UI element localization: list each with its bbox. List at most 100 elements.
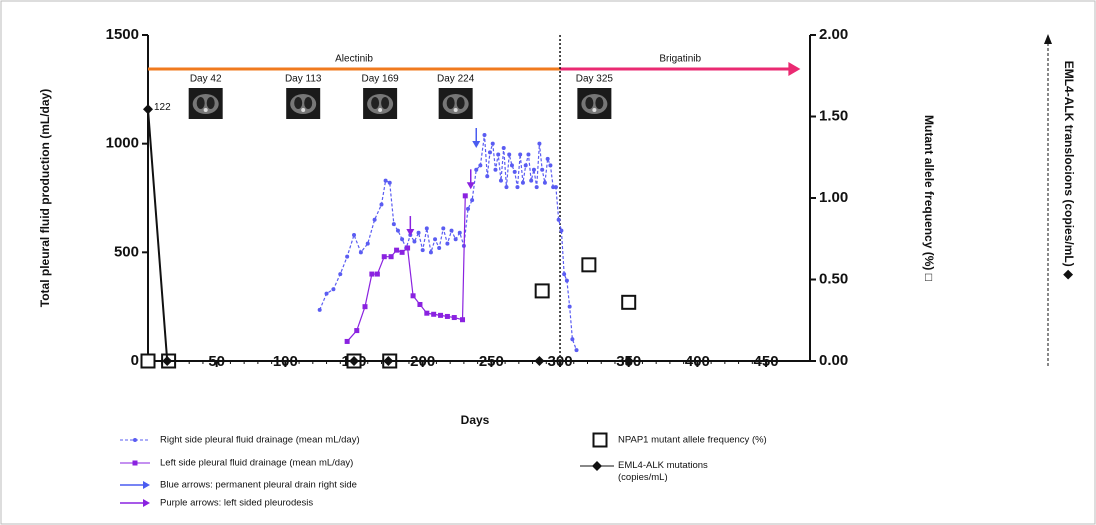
point bbox=[474, 167, 479, 172]
point bbox=[424, 226, 429, 231]
scan-lung bbox=[294, 97, 303, 109]
y-tick-label: 1500 bbox=[106, 26, 139, 43]
point bbox=[515, 185, 520, 190]
point bbox=[529, 178, 534, 183]
point bbox=[457, 230, 462, 235]
y2-tick-label: 2.00 bbox=[819, 26, 848, 43]
point bbox=[405, 245, 411, 251]
legend-marker bbox=[132, 460, 138, 466]
scan-lung bbox=[381, 97, 390, 109]
point bbox=[445, 241, 450, 246]
scan-lung bbox=[446, 97, 455, 109]
scan-spine bbox=[453, 108, 458, 112]
point bbox=[518, 152, 523, 157]
point bbox=[504, 185, 509, 190]
point bbox=[379, 202, 384, 207]
point bbox=[399, 249, 405, 255]
point bbox=[387, 180, 392, 185]
legend-marker bbox=[592, 461, 602, 471]
point bbox=[420, 248, 425, 253]
point bbox=[623, 356, 634, 366]
point bbox=[388, 254, 394, 260]
y3-axis-title: EML4-ALK translocions (copies/mL) ◆ bbox=[1062, 61, 1076, 280]
scan-spine bbox=[378, 108, 383, 112]
treatment-label: Alectinib bbox=[335, 54, 373, 65]
point bbox=[460, 317, 466, 323]
point bbox=[542, 180, 547, 185]
point bbox=[444, 313, 450, 319]
legend-label: Left side pleural fluid drainage (mean m… bbox=[160, 458, 353, 469]
scan-label: Day 224 bbox=[437, 74, 475, 85]
point bbox=[338, 272, 343, 277]
point bbox=[395, 228, 400, 233]
point bbox=[349, 356, 360, 366]
point bbox=[162, 356, 173, 366]
point bbox=[581, 257, 597, 273]
point bbox=[559, 228, 564, 233]
point bbox=[345, 254, 350, 259]
treatment-label: Brigatinib bbox=[659, 54, 701, 65]
point bbox=[383, 356, 394, 366]
scan-label: Day 325 bbox=[576, 74, 614, 85]
scan-lung bbox=[456, 97, 465, 109]
point bbox=[534, 356, 545, 366]
point bbox=[485, 174, 490, 179]
scan-label: Day 42 bbox=[190, 74, 222, 85]
legend-arrowhead bbox=[143, 499, 150, 507]
point bbox=[358, 250, 363, 255]
scan-lung bbox=[585, 97, 594, 109]
y2-tick-label: 1.00 bbox=[819, 189, 848, 206]
point bbox=[526, 152, 531, 157]
series-line bbox=[147, 109, 629, 362]
point bbox=[394, 247, 400, 253]
point bbox=[416, 230, 421, 235]
point bbox=[478, 163, 483, 168]
point bbox=[344, 338, 350, 344]
point bbox=[487, 150, 492, 155]
point bbox=[621, 294, 637, 310]
point bbox=[143, 104, 153, 115]
point bbox=[400, 237, 405, 242]
series-line bbox=[346, 195, 466, 342]
treatment-arrow bbox=[788, 62, 801, 76]
x-tick-label: 450 bbox=[754, 353, 779, 370]
point bbox=[374, 271, 380, 277]
point bbox=[570, 337, 575, 342]
annotation-arrowhead bbox=[466, 182, 475, 190]
point bbox=[369, 271, 375, 277]
y-tick-label: 0 bbox=[131, 352, 139, 369]
y2-tick-label: 0.50 bbox=[819, 270, 848, 287]
point bbox=[453, 237, 458, 242]
y3-axis-arrow bbox=[1044, 34, 1052, 44]
scan-lung bbox=[371, 97, 380, 109]
legend-label: Purple arrows: left sided pleurodesis bbox=[160, 498, 313, 509]
point bbox=[496, 152, 501, 157]
scan-spine bbox=[592, 108, 597, 112]
series-line bbox=[319, 134, 578, 351]
y2-axis-title: Mutant allele frequency (%) □ bbox=[922, 115, 936, 281]
point bbox=[381, 254, 387, 260]
point bbox=[540, 167, 545, 172]
point bbox=[352, 232, 357, 237]
point bbox=[548, 163, 553, 168]
scan-spine bbox=[301, 108, 306, 112]
scan-lung bbox=[196, 97, 205, 109]
scan-label: Day 113 bbox=[285, 74, 322, 85]
point bbox=[574, 348, 579, 353]
point bbox=[512, 169, 517, 174]
point bbox=[410, 293, 416, 299]
point bbox=[551, 185, 556, 190]
point bbox=[498, 178, 503, 183]
point bbox=[562, 272, 567, 277]
point bbox=[372, 217, 377, 222]
point bbox=[470, 198, 475, 203]
annotation-arrowhead bbox=[472, 141, 481, 149]
point bbox=[507, 152, 512, 157]
point bbox=[466, 206, 471, 211]
legend-label: NPAP1 mutant allele frequency (%) bbox=[618, 435, 767, 446]
point bbox=[534, 283, 550, 299]
point bbox=[437, 245, 442, 250]
scan-label: Day 169 bbox=[361, 74, 399, 85]
